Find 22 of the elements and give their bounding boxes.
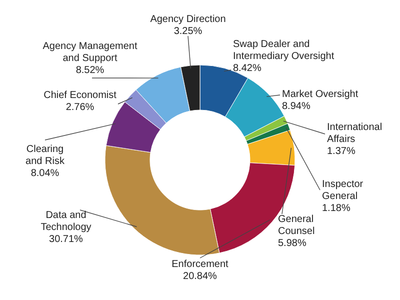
data-label: 2.76% [66, 102, 94, 113]
slice-label: Clearing and Risk [26, 144, 66, 167]
data-label: 8.94% [282, 101, 310, 112]
slice-label: General Counsel [278, 214, 315, 237]
data-label: 20.84% [183, 271, 218, 282]
data-label: 3.25% [174, 26, 202, 37]
data-label: 30.71% [49, 234, 84, 245]
slice-label: Data and Technology [40, 210, 92, 233]
slice-label: Chief Economist [44, 90, 117, 101]
slice-label: Agency Management and Support [42, 41, 138, 64]
data-label: 5.98% [278, 238, 306, 249]
slice-label: Agency Direction [150, 14, 226, 25]
data-label: 1.37% [327, 146, 356, 157]
slice-label: Enforcement [172, 259, 229, 270]
data-label: 1.18% [322, 203, 350, 214]
slice-label: International Affairs [327, 122, 382, 145]
slice-label: Swap Dealer and Intermediary Oversight [233, 39, 334, 62]
slice-label: Inspector General [322, 179, 364, 202]
slice-label: Market Oversight [282, 89, 358, 100]
data-label: 8.42% [233, 63, 262, 74]
data-label: 8.52% [76, 65, 104, 76]
data-label: 8.04% [30, 168, 60, 179]
